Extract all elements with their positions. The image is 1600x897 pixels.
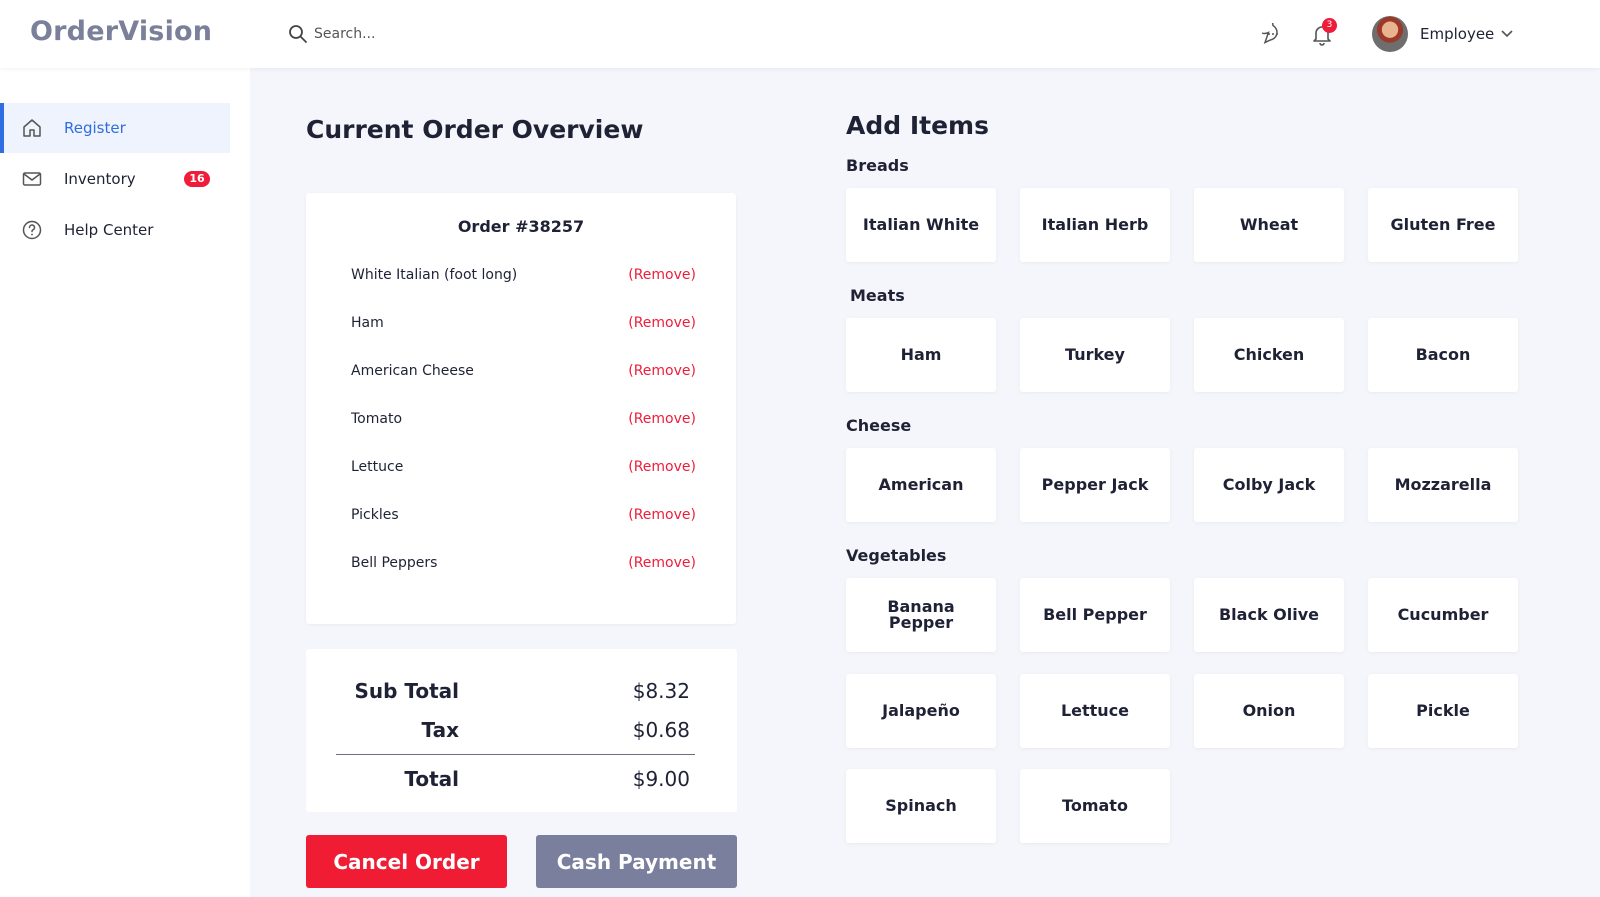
order-card: Order #38257 White Italian (foot long) (R… [306, 193, 736, 624]
page-title: Current Order Overview [306, 115, 644, 144]
item-tile-bacon[interactable]: Bacon [1368, 318, 1518, 392]
mail-icon [22, 172, 42, 186]
remove-item-link[interactable]: (Remove) [628, 459, 696, 475]
sidebar-item-label: Inventory [64, 170, 136, 188]
item-tile-gluten-free[interactable]: Gluten Free [1368, 188, 1518, 262]
order-line-item: White Italian (foot long) (Remove) [351, 267, 696, 289]
notifications-button[interactable]: 3 [1310, 18, 1337, 46]
cancel-order-button[interactable]: Cancel Order [306, 835, 507, 888]
item-tile-turkey[interactable]: Turkey [1020, 318, 1170, 392]
order-line-item: American Cheese (Remove) [351, 363, 696, 385]
remove-item-link[interactable]: (Remove) [628, 507, 696, 523]
remove-item-link[interactable]: (Remove) [628, 363, 696, 379]
search-icon [289, 25, 307, 43]
order-item-name: Tomato [351, 411, 403, 427]
subtotal-label: Sub Total [354, 679, 459, 703]
item-tile-black-olive[interactable]: Black Olive [1194, 578, 1344, 652]
item-tile-italian-herb[interactable]: Italian Herb [1020, 188, 1170, 262]
category-label-vegetables: Vegetables [846, 546, 947, 565]
totals-divider [336, 754, 695, 755]
order-item-name: White Italian (foot long) [351, 267, 518, 283]
sidebar-item-help-center[interactable]: Help Center [0, 205, 230, 255]
item-tile-colby-jack[interactable]: Colby Jack [1194, 448, 1344, 522]
item-tile-bell-pepper[interactable]: Bell Pepper [1020, 578, 1170, 652]
item-tile-banana-pepper[interactable]: Banana Pepper [846, 578, 996, 652]
item-tile-jalape-o[interactable]: Jalapeño [846, 674, 996, 748]
order-number: Order #38257 [457, 217, 585, 236]
avatar[interactable] [1372, 16, 1408, 52]
item-tile-italian-white[interactable]: Italian White [846, 188, 996, 262]
sidebar-item-label: Help Center [64, 221, 154, 239]
total-label: Total [404, 767, 459, 791]
search-input[interactable] [314, 22, 614, 46]
top-bar: OrderVision 3 Employee [0, 0, 1600, 68]
order-line-item: Lettuce (Remove) [351, 459, 696, 481]
help-icon [22, 220, 42, 240]
item-tile-mozzarella[interactable]: Mozzarella [1368, 448, 1518, 522]
totals-card: Sub Total $8.32 Tax $0.68 Total $9.00 [306, 649, 737, 812]
item-tile-ham[interactable]: Ham [846, 318, 996, 392]
remove-item-link[interactable]: (Remove) [628, 555, 696, 571]
order-line-item: Ham (Remove) [351, 315, 696, 337]
order-item-name: Pickles [351, 507, 399, 523]
category-label-meats: Meats [850, 286, 905, 305]
item-tile-cucumber[interactable]: Cucumber [1368, 578, 1518, 652]
inventory-badge: 16 [184, 171, 210, 187]
tax-value: $0.68 [632, 718, 690, 742]
chevron-down-icon[interactable] [1500, 27, 1514, 41]
order-line-item: Bell Peppers (Remove) [351, 555, 696, 577]
category-label-breads: Breads [846, 156, 909, 175]
notification-badge: 3 [1322, 18, 1337, 33]
sidebar-item-label: Register [64, 119, 126, 137]
chat-icon[interactable] [1262, 23, 1284, 45]
home-icon [23, 119, 41, 137]
item-tile-spinach[interactable]: Spinach [846, 769, 996, 843]
order-line-item: Tomato (Remove) [351, 411, 696, 433]
sidebar: Register Inventory 16 Help Center [0, 68, 250, 897]
subtotal-value: $8.32 [632, 679, 690, 703]
order-item-name: Bell Peppers [351, 555, 438, 571]
order-item-name: Ham [351, 315, 384, 331]
order-item-name: American Cheese [351, 363, 474, 379]
total-value: $9.00 [632, 767, 690, 791]
item-tile-wheat[interactable]: Wheat [1194, 188, 1344, 262]
remove-item-link[interactable]: (Remove) [628, 315, 696, 331]
remove-item-link[interactable]: (Remove) [628, 267, 696, 283]
user-label[interactable]: Employee [1420, 25, 1495, 43]
add-items-title: Add Items [846, 111, 989, 140]
item-tile-lettuce[interactable]: Lettuce [1020, 674, 1170, 748]
item-tile-tomato[interactable]: Tomato [1020, 769, 1170, 843]
category-label-cheese: Cheese [846, 416, 912, 435]
item-tile-onion[interactable]: Onion [1194, 674, 1344, 748]
cash-payment-button[interactable]: Cash Payment [536, 835, 737, 888]
item-tile-american[interactable]: American [846, 448, 996, 522]
remove-item-link[interactable]: (Remove) [628, 411, 696, 427]
order-line-item: Pickles (Remove) [351, 507, 696, 529]
item-tile-chicken[interactable]: Chicken [1194, 318, 1344, 392]
app-logo[interactable]: OrderVision [30, 16, 213, 47]
sidebar-item-inventory[interactable]: Inventory 16 [0, 154, 230, 204]
tax-label: Tax [421, 718, 459, 742]
item-tile-pepper-jack[interactable]: Pepper Jack [1020, 448, 1170, 522]
sidebar-item-register[interactable]: Register [0, 103, 230, 153]
item-tile-pickle[interactable]: Pickle [1368, 674, 1518, 748]
order-item-name: Lettuce [351, 459, 404, 475]
